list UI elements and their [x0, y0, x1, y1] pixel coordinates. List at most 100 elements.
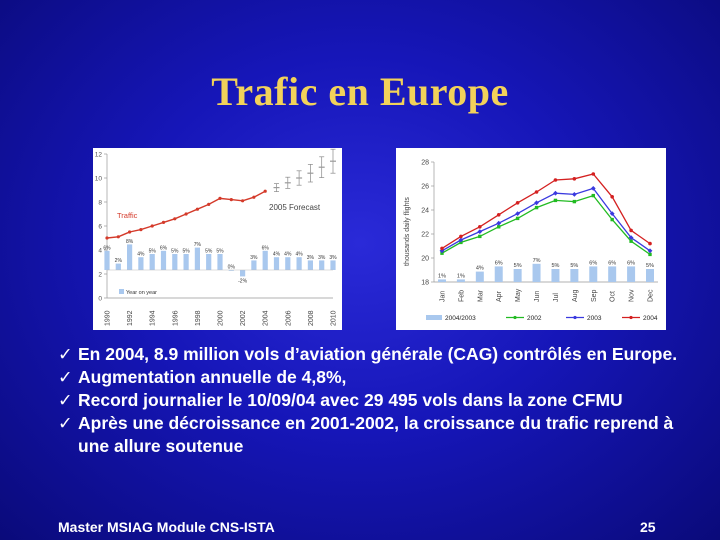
series-point-2004 [459, 234, 463, 239]
x-tick-label: Sep [591, 289, 598, 302]
series-point-2003 [571, 192, 577, 197]
series-point-2002 [534, 205, 539, 210]
growth-label: 5% [551, 263, 559, 269]
growth-bar [296, 257, 302, 270]
traffic-label: Traffic [117, 211, 138, 220]
series-point-2002 [591, 193, 595, 198]
page-number: 25 [640, 519, 656, 535]
x-tick-label: Mar [477, 289, 484, 302]
series-point-2004 [534, 190, 539, 194]
x-tick-label: 2006 [285, 310, 292, 326]
series-line-2002 [441, 194, 651, 255]
check-icon: ✓ [58, 367, 73, 387]
x-tick-label: Jul [553, 293, 560, 302]
growth-bar [532, 263, 541, 282]
growth-bar [319, 260, 325, 270]
growth-label: 5% [171, 249, 179, 255]
legend-swatch [119, 289, 124, 294]
y-tick-label: 2 [98, 272, 102, 279]
growth-label: 3% [329, 255, 337, 261]
growth-label: 6% [495, 260, 503, 266]
growth-label: 4% [295, 252, 303, 258]
x-tick-label: 1998 [195, 310, 202, 326]
growth-bar [475, 271, 484, 282]
x-tick-label: 1994 [150, 310, 157, 326]
legend-marker-2004 [629, 315, 633, 320]
growth-bar [494, 266, 503, 282]
growth-label: 5% [570, 263, 578, 269]
x-tick-label: 1990 [105, 310, 112, 326]
bullet-item: ✓ En 2004, 8.9 million vols d’aviation gé… [58, 343, 698, 366]
growth-bar [194, 247, 200, 270]
traffic-point [161, 220, 166, 224]
growth-bar [251, 260, 257, 270]
bullet-list: ✓ En 2004, 8.9 million vols d’aviation gé… [58, 343, 698, 458]
bullet-text: Augmentation annuelle de 4,8%, [78, 367, 347, 387]
forecast-label: 2005 Forecast [269, 203, 321, 212]
traffic-point [241, 199, 245, 203]
bullet-text: Après une décroissance en 2001-2002, la … [78, 413, 674, 456]
traffic-point [252, 195, 256, 199]
series-point-2004 [496, 213, 501, 217]
series-line-2003 [441, 187, 651, 252]
growth-bar [240, 270, 246, 277]
traffic-point [139, 228, 143, 232]
x-tick-label: Jun [534, 291, 541, 302]
growth-label: -2% [238, 278, 247, 284]
series-point-2003 [534, 200, 539, 206]
growth-label: 7% [194, 242, 202, 248]
growth-bar [149, 254, 155, 270]
daily-traffic-chart: 18 20 22 24 26 28 thousands daily flights 1% 1% 4… [396, 148, 666, 330]
x-tick-label: Jan [440, 291, 447, 302]
check-icon: ✓ [58, 344, 73, 364]
traffic-point [173, 217, 177, 221]
legend-label: 2004 [643, 315, 658, 322]
legend-swatch [426, 315, 442, 320]
growth-bar [330, 260, 336, 270]
growth-bar [627, 266, 636, 282]
traffic-point [195, 207, 199, 211]
growth-label: 5% [182, 249, 190, 255]
growth-label: 8% [126, 239, 134, 245]
series-point-2004 [610, 195, 614, 199]
growth-label: 2% [115, 258, 123, 264]
growth-label: 4% [273, 252, 281, 258]
x-tick-label: Feb [458, 290, 465, 302]
growth-label: 5% [646, 263, 654, 269]
bullet-text: En 2004, 8.9 million vols d’aviation gén… [78, 344, 678, 364]
growth-label: 4% [284, 252, 292, 258]
series-point-2003 [590, 186, 596, 191]
growth-label: 6% [262, 245, 270, 251]
series-point-2003 [553, 190, 558, 196]
series-point-2003 [515, 211, 521, 216]
legend-label: 2003 [587, 315, 602, 322]
y-tick-label: 8 [98, 200, 102, 207]
growth-label: 7% [533, 258, 541, 264]
growth-bar [608, 266, 617, 282]
y-tick-label: 22 [421, 232, 429, 239]
x-tick-label: 2000 [218, 310, 225, 326]
y-axis-title: thousands daily flights [404, 197, 411, 266]
growth-bar [217, 254, 223, 270]
growth-label: 5% [216, 249, 224, 255]
x-tick-label: Nov [629, 289, 636, 302]
growth-bar [127, 244, 133, 270]
y-tick-label: 0 [98, 296, 102, 303]
growth-label: 4% [476, 266, 484, 272]
growth-bar [438, 279, 446, 282]
series-point-2003 [477, 229, 483, 234]
growth-label: 5% [514, 263, 522, 269]
y-tick-label: 18 [421, 280, 429, 287]
series-point-2002 [553, 198, 558, 203]
y-tick-label: 12 [95, 152, 103, 159]
y-tick-label: 26 [421, 184, 429, 191]
legend-label: 2004/2003 [445, 315, 476, 322]
series-point-2004 [553, 178, 558, 182]
growth-label: 6% [160, 245, 168, 251]
traffic-point [207, 202, 211, 206]
growth-label: 6% [103, 245, 111, 251]
growth-bar [183, 254, 189, 270]
series-point-2003 [647, 248, 653, 254]
series-point-2002 [478, 234, 482, 239]
growth-label: 6% [627, 260, 635, 266]
